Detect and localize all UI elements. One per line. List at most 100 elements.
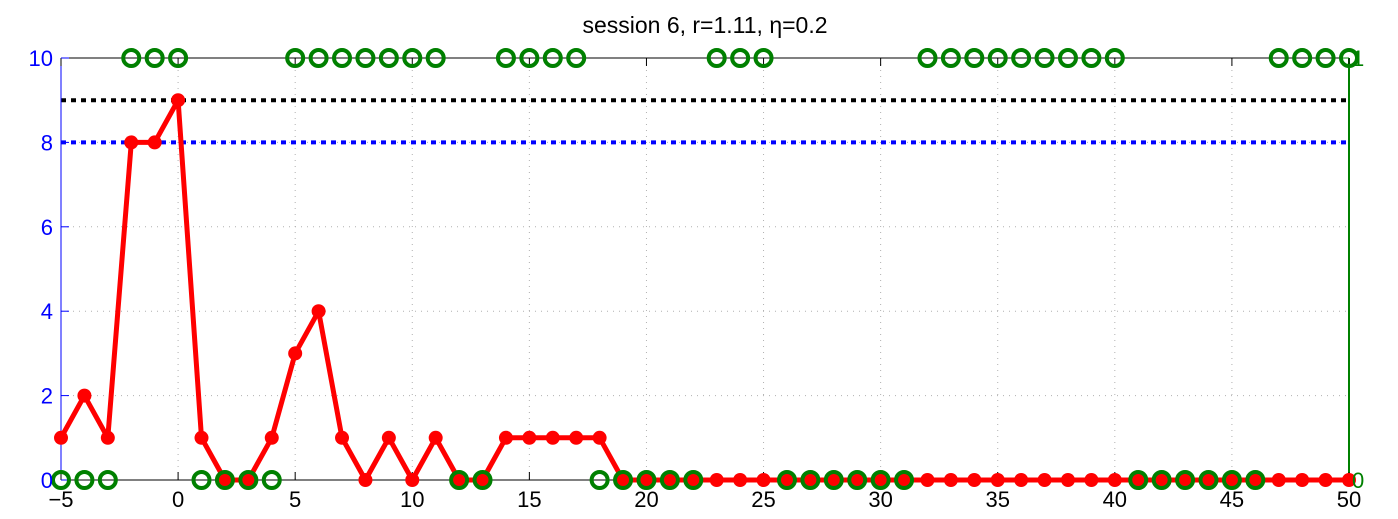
data-point — [733, 473, 748, 487]
data-point-marker — [659, 470, 680, 490]
y2-tick-label: 0 — [1352, 468, 1364, 493]
data-point-marker — [753, 48, 774, 68]
data-point-marker — [1339, 48, 1359, 68]
data-point — [311, 304, 326, 319]
data-point-marker — [800, 470, 821, 490]
data-point — [1060, 473, 1075, 487]
data-point — [967, 473, 982, 487]
data-point-marker — [542, 48, 563, 68]
data-point-marker — [308, 48, 329, 68]
data-point-marker — [987, 48, 1008, 68]
data-point — [686, 473, 701, 487]
data-point-marker — [847, 470, 868, 490]
data-point — [826, 473, 841, 487]
data-point — [779, 473, 794, 487]
data-point — [124, 135, 139, 150]
x-tick-label: 20 — [634, 487, 658, 512]
data-point — [873, 473, 888, 487]
data-point-marker — [1081, 48, 1102, 68]
data-point — [1178, 473, 1193, 487]
data-point — [358, 473, 373, 487]
data-point — [100, 430, 115, 445]
data-point — [616, 473, 631, 487]
data-point — [147, 135, 162, 150]
data-point-marker — [1292, 48, 1313, 68]
data-point-marker — [1011, 48, 1032, 68]
data-point-marker — [1198, 470, 1219, 490]
x-tick-label: 0 — [172, 487, 184, 512]
data-point — [1154, 473, 1169, 487]
data-point — [662, 473, 677, 487]
data-point-marker — [214, 470, 235, 490]
x-tick-label: 10 — [400, 487, 424, 512]
data-point — [171, 93, 186, 108]
data-point-marker — [683, 470, 704, 490]
data-point — [522, 430, 537, 445]
data-point-marker — [495, 48, 516, 68]
data-point-marker — [168, 48, 189, 68]
data-point-marker — [1104, 48, 1125, 68]
data-point-marker — [261, 470, 282, 490]
data-point — [288, 346, 303, 361]
y-tick-label: 8 — [41, 130, 53, 155]
data-point — [592, 430, 607, 445]
data-point-marker — [74, 470, 95, 490]
data-point — [1318, 473, 1333, 487]
data-point — [803, 473, 818, 487]
data-point-marker — [870, 470, 891, 490]
data-point-marker — [636, 470, 657, 490]
data-point — [381, 430, 396, 445]
data-point — [1248, 473, 1263, 487]
x-tick-label: 15 — [517, 487, 541, 512]
data-point — [1037, 473, 1052, 487]
data-point-marker — [613, 470, 634, 490]
data-point-marker — [285, 48, 306, 68]
data-point-marker — [823, 470, 844, 490]
data-point-marker — [121, 48, 142, 68]
data-point-marker — [97, 470, 118, 490]
x-tick-label: 40 — [1103, 487, 1127, 512]
data-point — [498, 430, 513, 445]
data-point — [77, 388, 92, 403]
data-point-marker — [378, 48, 399, 68]
data-point — [897, 473, 912, 487]
data-point — [335, 430, 350, 445]
axes — [60, 57, 1350, 481]
data-point-marker — [519, 48, 540, 68]
data-point-marker — [894, 470, 915, 490]
data-point-marker — [1315, 48, 1336, 68]
data-point-marker — [1151, 470, 1172, 490]
data-point — [452, 473, 467, 487]
data-point-marker — [917, 48, 938, 68]
x-tick-label: 50 — [1337, 487, 1361, 512]
data-point — [545, 430, 560, 445]
data-point — [990, 473, 1005, 487]
data-point — [756, 473, 771, 487]
data-point — [241, 473, 256, 487]
data-point-marker — [355, 48, 376, 68]
data-point — [1107, 473, 1122, 487]
data-point-marker — [191, 470, 212, 490]
data-point — [217, 473, 232, 487]
data-point-marker — [589, 470, 610, 490]
data-point-marker — [1268, 48, 1289, 68]
data-point — [1271, 473, 1286, 487]
data-point-marker — [144, 48, 165, 68]
data-point-marker — [1175, 470, 1196, 490]
y-tick-label: 0 — [41, 468, 53, 493]
plot-area — [61, 58, 1349, 480]
data-point-marker — [1221, 470, 1242, 490]
x-tick-label: 30 — [868, 487, 892, 512]
data-point-marker — [238, 470, 259, 490]
data-point — [405, 473, 420, 487]
data-point — [475, 473, 490, 487]
data-point-marker — [332, 48, 353, 68]
x-tick-label: 35 — [985, 487, 1009, 512]
series — [51, 48, 1359, 490]
x-tick-label: 25 — [751, 487, 775, 512]
data-point-marker — [566, 48, 587, 68]
data-point — [920, 473, 935, 487]
x-tick-label: −5 — [48, 487, 73, 512]
reference-lines — [61, 98, 1349, 145]
data-point — [54, 430, 68, 445]
